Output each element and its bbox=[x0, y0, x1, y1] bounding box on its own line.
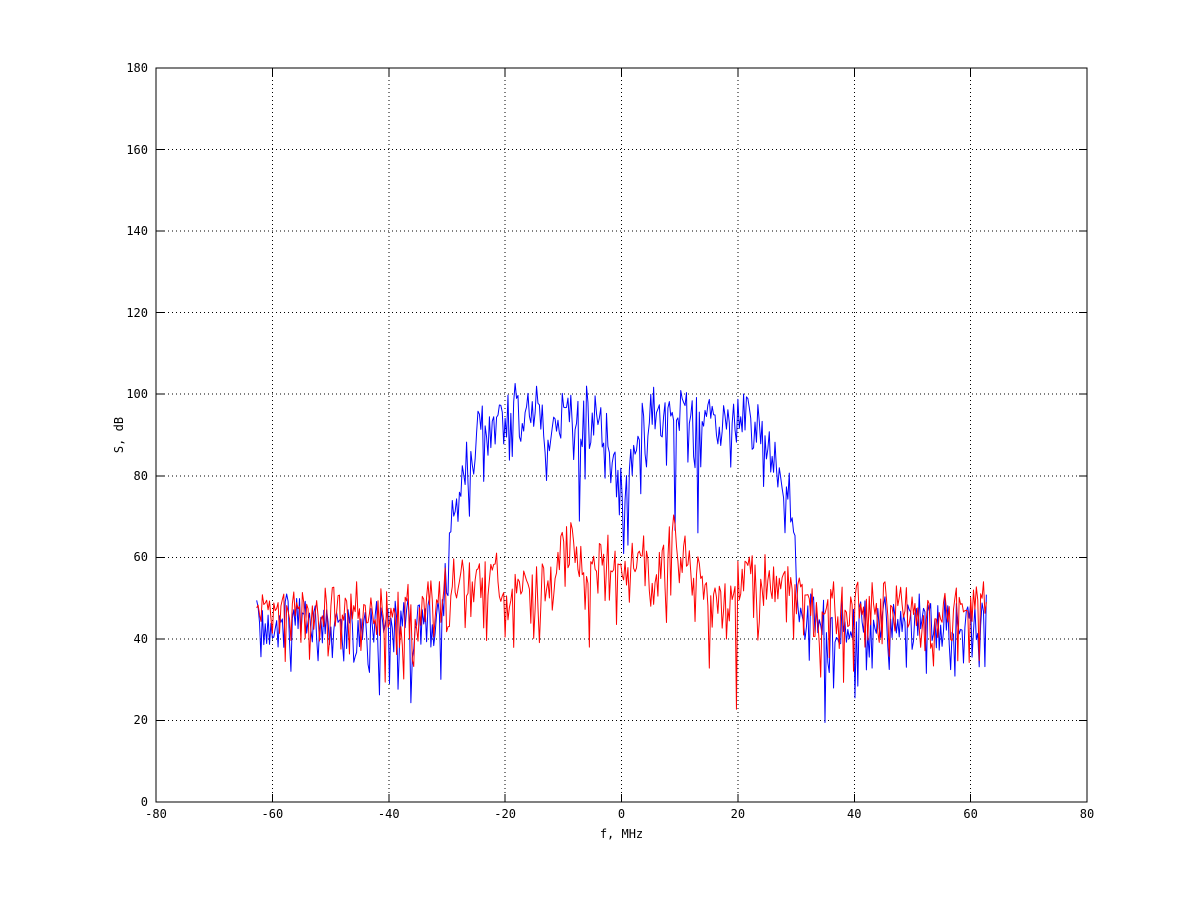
x-axis-label: f, MHz bbox=[599, 827, 644, 841]
x-tick-label: 20 bbox=[730, 807, 746, 821]
y-tick-label: 140 bbox=[126, 224, 148, 239]
x-tick-label: 80 bbox=[1079, 807, 1095, 821]
y-tick-label: 0 bbox=[140, 795, 148, 809]
x-tick-label: 40 bbox=[847, 807, 862, 821]
y-tick-label: 60 bbox=[133, 550, 148, 565]
x-tick-label: -20 bbox=[494, 807, 516, 821]
axes-box bbox=[155, 67, 1088, 803]
x-tick-label: -40 bbox=[377, 807, 400, 821]
x-tick-label: 60 bbox=[963, 807, 978, 821]
y-tick-label: 120 bbox=[126, 305, 148, 320]
y-tick-label: 100 bbox=[126, 387, 148, 402]
series-reference-rippled-spectrum bbox=[256, 514, 987, 710]
series-wideband-signal-spectrum bbox=[256, 382, 987, 723]
x-tick-label: -60 bbox=[261, 807, 284, 821]
y-tick-label: 80 bbox=[133, 468, 148, 483]
y-tick-label: 40 bbox=[133, 631, 148, 646]
y-tick-label: 180 bbox=[126, 61, 148, 75]
x-tick-label: -80 bbox=[145, 807, 167, 821]
y-tick-label: 20 bbox=[133, 713, 148, 728]
y-axis-label: S, dB bbox=[112, 416, 126, 454]
y-tick-label: 160 bbox=[126, 142, 148, 157]
x-tick-label: 0 bbox=[617, 807, 626, 821]
